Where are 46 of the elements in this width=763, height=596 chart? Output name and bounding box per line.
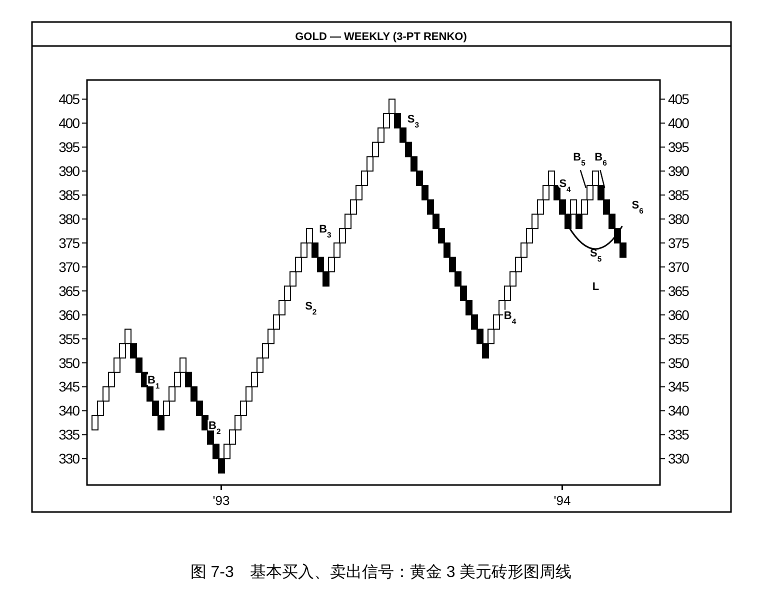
chart-title: GOLD — WEEKLY (3-PT RENKO): [295, 31, 468, 43]
y-tick-label: 340: [58, 402, 80, 419]
y-tick-label: 350: [58, 354, 80, 371]
y-tick-label: 360: [58, 306, 80, 323]
y2-tick-label: 355: [668, 330, 690, 347]
y2-tick-label: 375: [668, 234, 690, 251]
y-tick-label: 335: [58, 426, 80, 443]
y2-tick-label: 400: [668, 115, 690, 132]
y2-tick-label: 360: [668, 306, 690, 323]
y2-tick-label: 390: [668, 163, 690, 180]
x-tick-label: '94: [554, 493, 571, 508]
annotation: S$_{4}$: [559, 178, 572, 194]
y-tick-label: 345: [58, 378, 80, 395]
y-tick-label: 365: [58, 282, 80, 299]
y-tick-label: 385: [58, 187, 80, 204]
y-tick-label: 330: [58, 450, 80, 467]
x-tick-label: '93: [212, 493, 230, 508]
y2-tick-label: 405: [668, 91, 690, 108]
annotation: B$_{1}$: [147, 374, 160, 390]
y-tick-label: 370: [58, 258, 80, 275]
annotation: S$_{3}$: [407, 113, 420, 129]
y-tick-label: 355: [58, 330, 80, 347]
y2-tick-label: 395: [668, 139, 690, 156]
y-tick-label: 390: [58, 163, 80, 180]
annotation: L: [592, 281, 600, 294]
y2-tick-label: 350: [668, 354, 690, 371]
y2-tick-label: 335: [668, 426, 690, 443]
y2-tick-label: 380: [668, 210, 690, 227]
y2-tick-label: 340: [668, 402, 690, 419]
y-tick-label: 405: [58, 91, 80, 108]
y2-tick-label: 345: [668, 378, 690, 395]
annotation: B$_{2}$: [208, 420, 221, 436]
annotation: S$_{2}$: [305, 300, 317, 316]
text: S$_{6}$: [632, 200, 644, 216]
y2-tick-label: 365: [668, 282, 690, 299]
annotation: B$_{3}$: [319, 224, 332, 240]
y-tick-label: 375: [58, 234, 80, 251]
y2-tick-label: 385: [668, 187, 690, 204]
caption: 图 7-3 基本买入、卖出信号：黄金 3 美元砖形图周线: [190, 563, 572, 581]
y-tick-label: 380: [58, 210, 80, 227]
y2-tick-label: 370: [668, 258, 690, 275]
annotation: B$_{5}$: [573, 152, 586, 168]
annotation: B$_{6}$: [594, 152, 607, 168]
y-tick-label: 400: [58, 115, 80, 132]
y-tick-label: 395: [58, 139, 80, 156]
y2-tick-label: 330: [668, 450, 690, 467]
